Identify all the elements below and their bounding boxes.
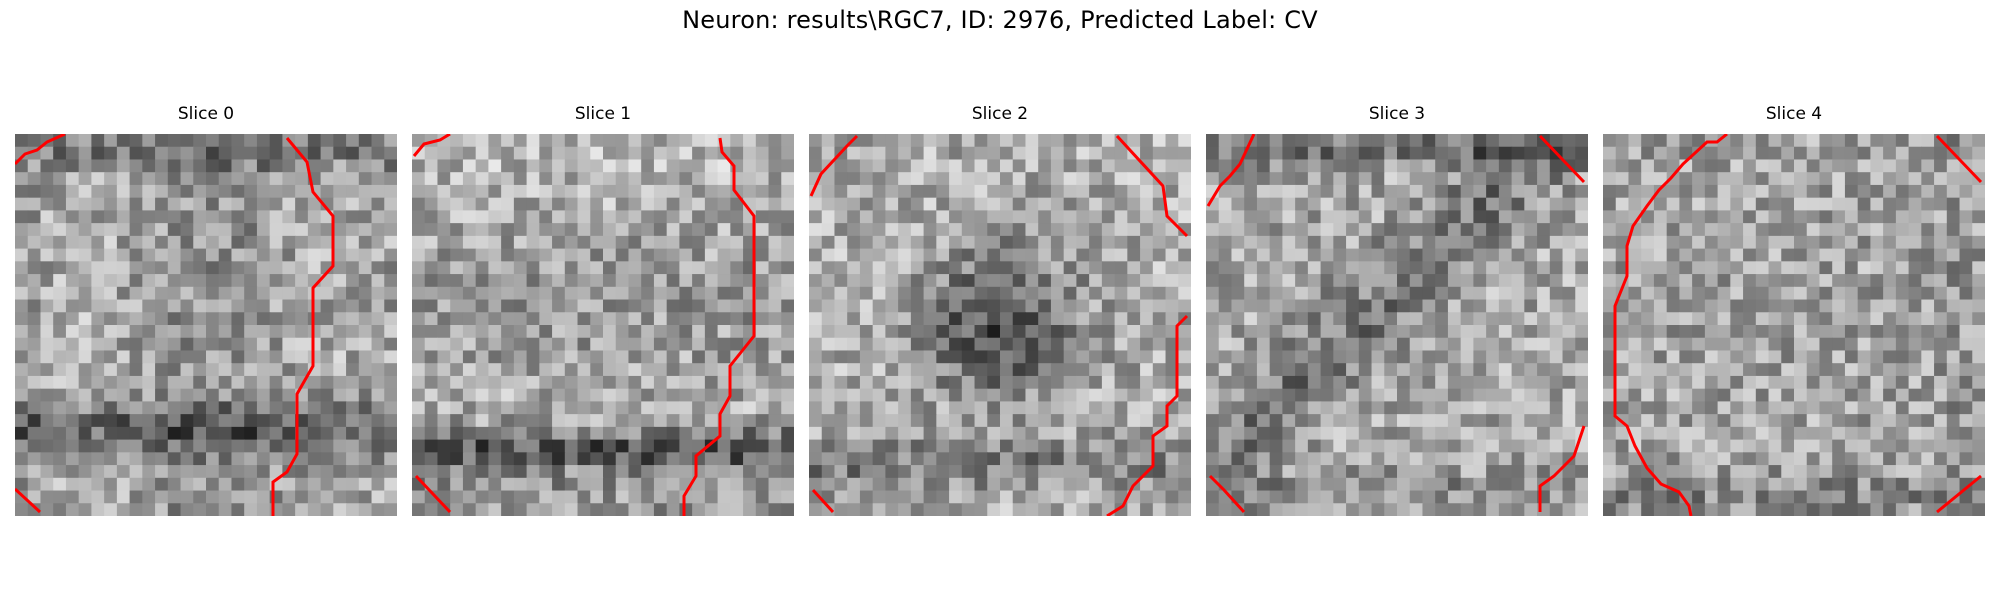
slice-image-1 [412, 134, 794, 516]
slice-image-4 [1603, 134, 1985, 516]
slice-title-1: Slice 1 [412, 104, 794, 124]
slice-image-2 [809, 134, 1191, 516]
slice-panel-2: Slice 2 [809, 134, 1191, 516]
figure-title: Neuron: results\RGC7, ID: 2976, Predicte… [0, 6, 2000, 34]
slice-image-0 [15, 134, 397, 516]
slice-title-3: Slice 3 [1206, 104, 1588, 124]
slice-title-0: Slice 0 [15, 104, 397, 124]
slice-image-3 [1206, 134, 1588, 516]
slice-panel-3: Slice 3 [1206, 134, 1588, 516]
slice-title-2: Slice 2 [809, 104, 1191, 124]
slice-title-4: Slice 4 [1603, 104, 1985, 124]
slice-panel-4: Slice 4 [1603, 134, 1985, 516]
slice-panel-1: Slice 1 [412, 134, 794, 516]
slice-panel-0: Slice 0 [15, 134, 397, 516]
